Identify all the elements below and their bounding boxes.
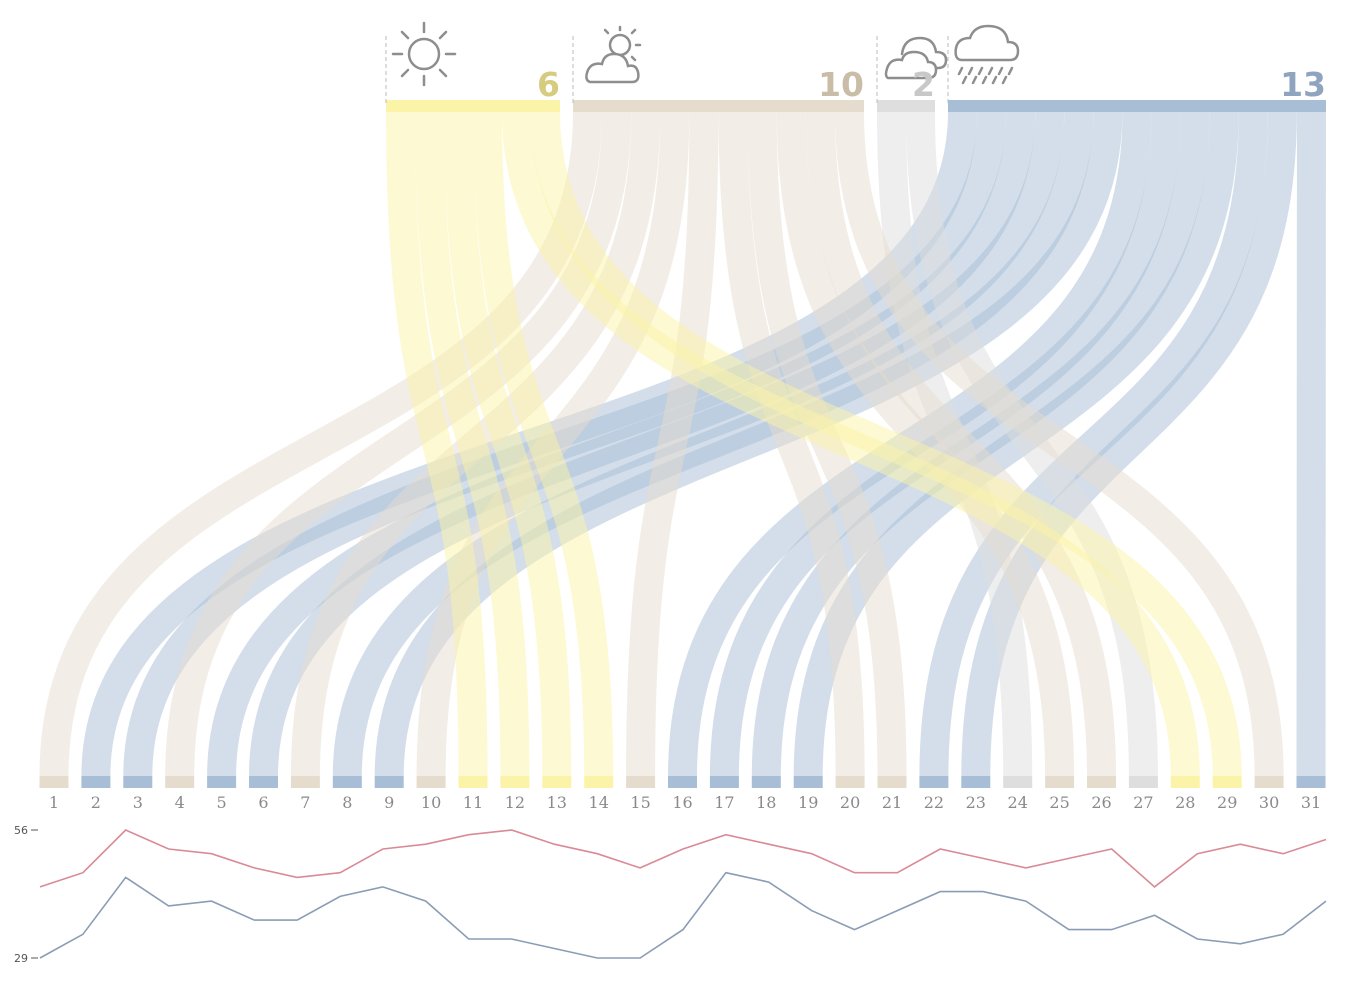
day-label-1: 1 <box>49 793 59 812</box>
day-label-5: 5 <box>217 793 227 812</box>
day-label-4: 4 <box>175 793 185 812</box>
rain-icon <box>954 24 1020 85</box>
day-label-23: 23 <box>966 793 986 812</box>
day-label-11: 11 <box>463 793 483 812</box>
day-label-26: 26 <box>1091 793 1111 812</box>
day-label-25: 25 <box>1049 793 1069 812</box>
day-bar-28 <box>1170 776 1200 788</box>
temperature-tick-label-56: 56 <box>14 824 28 837</box>
flow-ribbon-day-30 <box>834 111 1284 777</box>
day-bar-12 <box>500 776 530 788</box>
day-bar-21 <box>877 776 907 788</box>
day-label-8: 8 <box>342 793 352 812</box>
day-bar-1 <box>39 776 69 788</box>
day-label-21: 21 <box>882 793 902 812</box>
day-bar-14 <box>584 776 614 788</box>
day-bar-29 <box>1212 776 1242 788</box>
day-label-3: 3 <box>133 793 143 812</box>
flow-ribbon-day-29 <box>531 111 1242 777</box>
day-bar-6 <box>249 776 278 788</box>
day-bar-15 <box>626 776 656 788</box>
flow-ribbons <box>39 111 1326 777</box>
day-bar-18 <box>751 776 781 788</box>
day-label-30: 30 <box>1259 793 1279 812</box>
sun-icon <box>391 21 457 87</box>
category-count-cloudy: 2 <box>912 65 935 104</box>
day-bar-17 <box>709 776 739 788</box>
day-bar-7 <box>290 776 320 788</box>
category-dividers <box>385 36 949 106</box>
day-bar-23 <box>961 776 991 788</box>
flow-ribbon-day-13 <box>444 111 572 777</box>
category-bars <box>386 100 1326 112</box>
category-counts: 6 10 2 13 <box>537 65 1326 104</box>
day-label-10: 10 <box>421 793 441 812</box>
day-label-13: 13 <box>547 793 567 812</box>
category-bar-sunny <box>386 100 560 112</box>
day-bar-26 <box>1087 776 1116 788</box>
day-bar-20 <box>835 776 865 788</box>
day-label-12: 12 <box>505 793 525 812</box>
day-bar-30 <box>1254 776 1284 788</box>
weather-icons <box>391 21 1020 87</box>
day-label-22: 22 <box>924 793 944 812</box>
flow-ribbon-day-11 <box>386 111 488 777</box>
day-bar-11 <box>458 776 488 788</box>
day-bar-2 <box>81 776 111 788</box>
day-label-19: 19 <box>798 793 818 812</box>
category-bar-cloudy <box>877 100 935 112</box>
category-bar-rain <box>948 100 1326 112</box>
day-bar-4 <box>165 776 195 788</box>
flow-ribbon-day-22 <box>919 111 1268 777</box>
day-label-27: 27 <box>1133 793 1153 812</box>
day-label-28: 28 <box>1175 793 1195 812</box>
flow-ribbon-day-20 <box>718 111 865 777</box>
day-bar-16 <box>668 776 697 788</box>
day-bar-8 <box>332 776 362 788</box>
day-label-20: 20 <box>840 793 860 812</box>
day-labels: 1 2 3 4 5 6 7 8 9 10 11 12 13 14 15 16 17 18 19 20 21 22 23 24 2… <box>49 793 1321 812</box>
day-bar-5 <box>207 776 237 788</box>
day-bars <box>39 776 1326 788</box>
day-bar-31 <box>1296 776 1326 788</box>
day-label-31: 31 <box>1301 793 1321 812</box>
partly-cloudy-icon <box>585 25 642 84</box>
category-count-partly_cloudy: 10 <box>818 65 864 104</box>
flow-ribbon-day-15 <box>626 111 719 777</box>
flow-ribbon-day-23 <box>961 111 1297 777</box>
flow-ribbon-day-25 <box>776 111 1075 777</box>
day-label-16: 16 <box>672 793 692 812</box>
day-label-15: 15 <box>630 793 650 812</box>
category-bar-partly_cloudy <box>573 100 864 112</box>
day-bar-22 <box>919 776 949 788</box>
cloudy-icon <box>884 36 948 80</box>
category-count-rain: 13 <box>1280 65 1326 104</box>
day-label-17: 17 <box>714 793 734 812</box>
day-label-7: 7 <box>300 793 310 812</box>
day-bar-25 <box>1045 776 1075 788</box>
temperature-tick-label-29: 29 <box>14 952 28 965</box>
temperature-high-line <box>39 829 1327 888</box>
day-label-29: 29 <box>1217 793 1237 812</box>
temperature-low-line <box>39 871 1327 959</box>
flow-ribbon-day-14 <box>473 111 614 777</box>
day-bar-27 <box>1128 776 1158 788</box>
day-label-18: 18 <box>756 793 776 812</box>
category-count-sunny: 6 <box>537 65 560 104</box>
day-label-2: 2 <box>91 793 101 812</box>
day-bar-9 <box>374 776 404 788</box>
day-bar-10 <box>416 776 446 788</box>
temperature-chart: 56 29 <box>14 824 1327 965</box>
day-bar-3 <box>123 776 153 788</box>
flow-ribbon-day-12 <box>415 111 530 777</box>
day-bar-13 <box>542 776 572 788</box>
flow-ribbon-day-26 <box>805 111 1116 777</box>
day-label-24: 24 <box>1008 793 1028 812</box>
day-label-9: 9 <box>384 793 394 812</box>
day-bar-24 <box>1003 776 1033 788</box>
day-label-14: 14 <box>589 793 609 812</box>
day-bar-19 <box>793 776 823 788</box>
day-label-6: 6 <box>258 793 268 812</box>
